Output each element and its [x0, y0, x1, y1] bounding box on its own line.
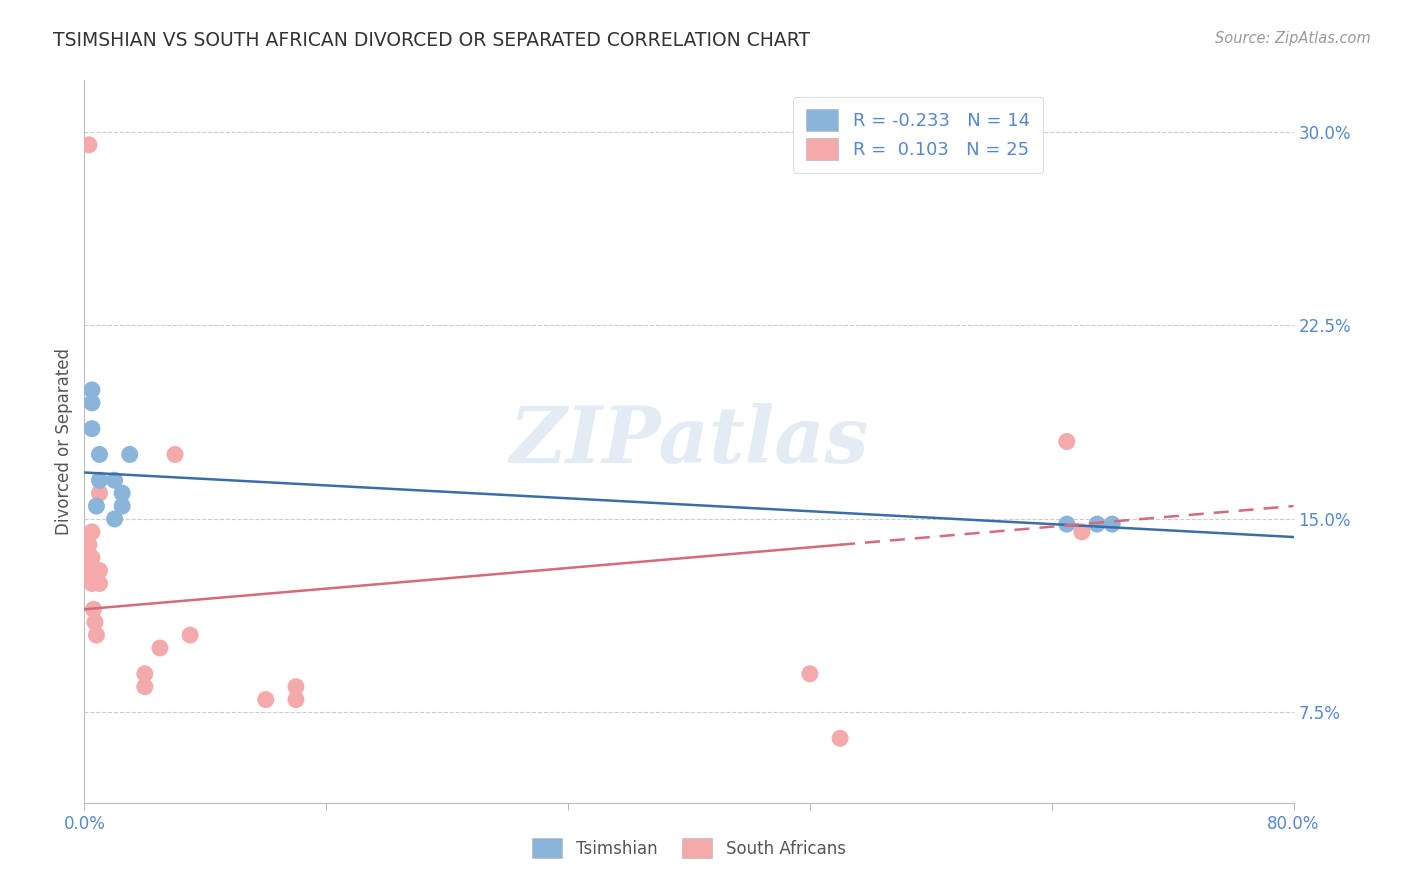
Point — [799, 666, 821, 681]
Point — [1101, 517, 1123, 532]
Point — [89, 564, 111, 578]
Point — [80, 524, 103, 539]
Point — [118, 447, 141, 461]
Point — [111, 486, 134, 500]
Point — [165, 447, 187, 461]
Point — [82, 602, 104, 616]
Text: Source: ZipAtlas.com: Source: ZipAtlas.com — [1215, 31, 1371, 46]
Point — [1071, 524, 1094, 539]
Point — [1056, 434, 1078, 449]
Point — [179, 628, 201, 642]
Point — [104, 473, 127, 487]
Point — [89, 576, 111, 591]
Point — [285, 680, 308, 694]
Legend: Tsimshian, South Africans: Tsimshian, South Africans — [524, 830, 853, 867]
Point — [77, 137, 100, 152]
Point — [89, 473, 111, 487]
Point — [285, 692, 308, 706]
Point — [254, 692, 277, 706]
Point — [134, 680, 156, 694]
Point — [84, 615, 107, 630]
Point — [830, 731, 852, 746]
Text: ZIPatlas: ZIPatlas — [509, 403, 869, 480]
Point — [80, 576, 103, 591]
Point — [1056, 517, 1078, 532]
Point — [80, 422, 103, 436]
Point — [77, 564, 100, 578]
Text: TSIMSHIAN VS SOUTH AFRICAN DIVORCED OR SEPARATED CORRELATION CHART: TSIMSHIAN VS SOUTH AFRICAN DIVORCED OR S… — [53, 31, 810, 50]
Y-axis label: Divorced or Separated: Divorced or Separated — [55, 348, 73, 535]
Point — [89, 486, 111, 500]
Point — [104, 512, 127, 526]
Point — [77, 550, 100, 565]
Point — [86, 499, 108, 513]
Point — [80, 550, 103, 565]
Point — [1085, 517, 1108, 532]
Point — [80, 383, 103, 397]
Point — [80, 396, 103, 410]
Point — [149, 640, 172, 655]
Point — [111, 499, 134, 513]
Point — [77, 538, 100, 552]
Point — [86, 628, 108, 642]
Point — [89, 447, 111, 461]
Point — [134, 666, 156, 681]
